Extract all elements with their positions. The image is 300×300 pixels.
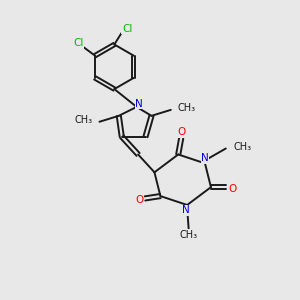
Text: CH₃: CH₃ (233, 142, 251, 152)
Text: N: N (182, 205, 190, 215)
Text: O: O (135, 195, 143, 205)
Text: CH₃: CH₃ (75, 115, 93, 125)
Text: O: O (228, 184, 236, 194)
Text: O: O (177, 127, 185, 137)
Text: N: N (135, 99, 143, 109)
Text: CH₃: CH₃ (180, 230, 198, 240)
Text: CH₃: CH₃ (177, 103, 196, 113)
Text: N: N (201, 153, 209, 163)
Text: Cl: Cl (73, 38, 84, 48)
Text: Cl: Cl (122, 24, 132, 34)
